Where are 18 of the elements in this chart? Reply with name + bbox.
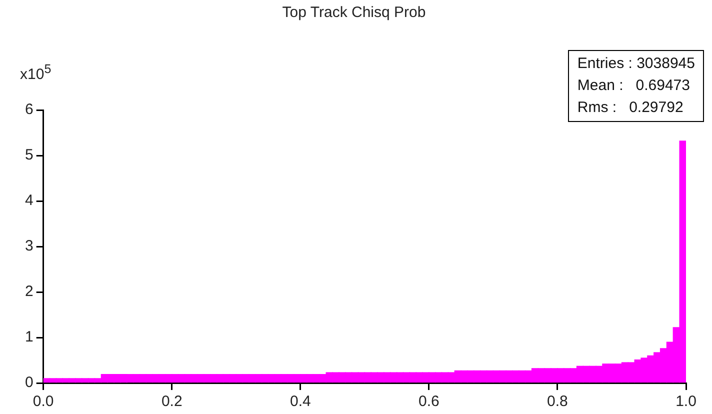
- text: Mean : 0.69473: [577, 76, 691, 96]
- y-tick-label: 4: [25, 192, 34, 210]
- chart-title: Top Track Chisq Prob: [282, 4, 426, 22]
- x-tick-label: 0.0: [32, 393, 54, 410]
- x-tick-label: 0.8: [547, 393, 568, 410]
- y-tick-label: 2: [25, 283, 34, 300]
- x-tick-label: 0.6: [418, 393, 440, 410]
- y-tick-label: 5: [25, 146, 34, 164]
- y-axis-title: x10$^{5}$: [20, 62, 52, 83]
- x-tick-label: 1.0: [676, 393, 696, 410]
- text: Entries : 3038945: [577, 54, 695, 74]
- x-tick-label: 0.2: [161, 393, 182, 410]
- annotation: Rms : 0.29792: [577, 98, 684, 118]
- y-tick-label: 0: [25, 374, 34, 392]
- y-tick-label: 6: [25, 101, 34, 118]
- y-tick-label: 3: [25, 238, 34, 255]
- y-tick-label: 1: [25, 328, 34, 346]
- x-tick-label: 0.4: [290, 393, 311, 410]
